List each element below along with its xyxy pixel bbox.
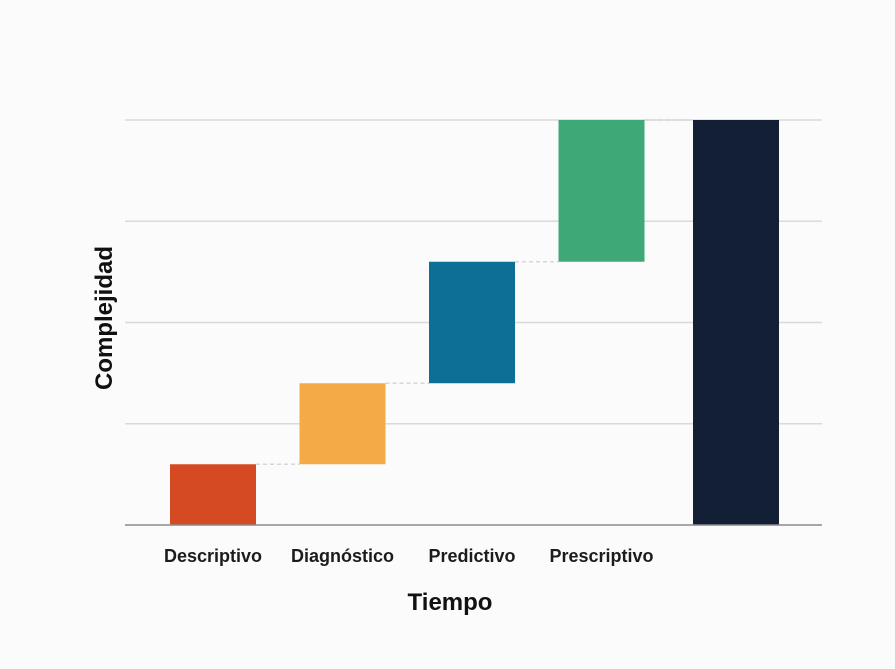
x-axis-title: Tiempo	[408, 589, 493, 616]
connectors	[256, 119, 693, 465]
x-tick-label: Diagnóstico	[291, 546, 394, 566]
bar-total	[693, 120, 779, 525]
x-tick-label: Prescriptivo	[549, 546, 653, 566]
bars	[170, 120, 779, 525]
bar-prescriptivo	[558, 120, 645, 262]
x-tick-labels: Descriptivo Diagnóstico Predictivo Prescrip…	[164, 546, 654, 566]
x-tick-label: Predictivo	[428, 546, 515, 566]
bar-predictivo	[429, 261, 515, 384]
bar-diagnostico	[299, 383, 386, 465]
x-tick-label: Descriptivo	[164, 546, 262, 566]
y-axis-title: Complejidad	[91, 246, 118, 390]
bar-descriptivo	[170, 464, 256, 525]
